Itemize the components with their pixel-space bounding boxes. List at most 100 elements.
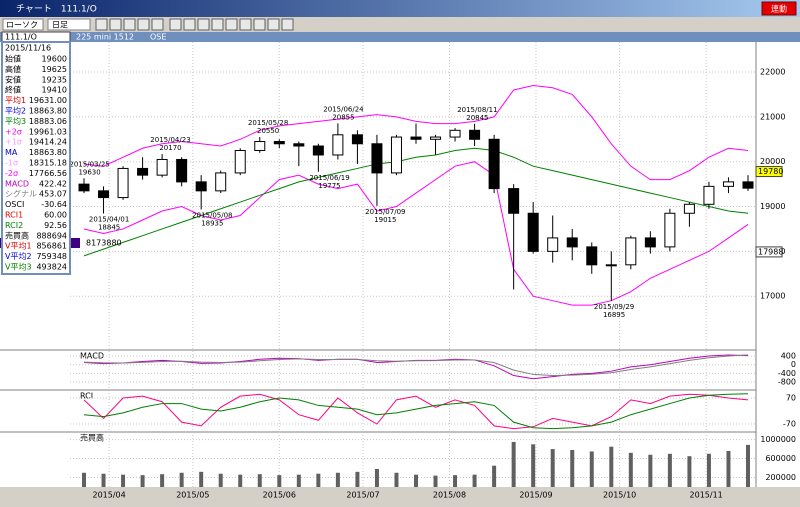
volume-bar	[726, 450, 731, 487]
volume-bar	[101, 473, 106, 487]
info-value: 19961.03	[29, 127, 67, 136]
sync-label: 連動	[771, 4, 787, 14]
volume-bar	[589, 451, 594, 487]
candle-body	[644, 237, 656, 248]
volume-bar	[296, 474, 301, 487]
moving-average	[83, 147, 749, 257]
candle-body	[586, 246, 598, 266]
annotation-date: 2015/06/19	[309, 174, 349, 182]
annotation-date: 2015/05/28	[248, 119, 288, 127]
info-label: RCI1	[5, 211, 23, 220]
price-marker-box	[755, 246, 783, 258]
volume-bar	[453, 475, 458, 487]
candle-body	[469, 129, 481, 140]
x-tick-label: 2015/10	[603, 491, 636, 500]
volume-bar	[746, 444, 750, 487]
annotation-date: 2015/08/11	[457, 106, 497, 114]
y-tick-label: 19000	[760, 202, 785, 211]
annotation-date: 2015/09/29	[594, 303, 634, 311]
candle-body	[664, 212, 676, 248]
candle-body	[234, 149, 246, 174]
info-label: 終値	[5, 85, 21, 95]
volume-bar	[433, 475, 438, 487]
volume-bar	[199, 471, 204, 487]
volume-bar	[160, 474, 165, 487]
y-tick-label: 21000	[760, 112, 785, 121]
info-label: OSCI	[5, 200, 24, 209]
annotation-value: 18935	[201, 219, 223, 227]
x-tick-label: 2015/05	[176, 491, 209, 500]
volume-bar	[179, 472, 184, 487]
x-tick-label: 2015/08	[433, 491, 466, 500]
candle-body	[293, 143, 305, 147]
volume-bar	[140, 475, 145, 487]
panel-title: RCI	[80, 392, 93, 401]
info-value: 493824	[36, 263, 67, 272]
info-label: 平均3	[5, 116, 26, 126]
y-tick-label: 1000000	[760, 435, 796, 444]
info-value: 422.42	[39, 179, 67, 188]
info-value: 19414.24	[29, 138, 67, 147]
symbol-code: 111.1/O	[5, 33, 37, 42]
y-tick-label: 22000	[760, 68, 785, 77]
info-label: 高値	[5, 64, 21, 74]
volume-bar	[218, 473, 223, 487]
info-value: -30.64	[41, 200, 67, 209]
info-date: 2015/11/16	[5, 44, 51, 53]
x-tick-label: 2015/06	[263, 491, 296, 500]
volume-bar	[687, 456, 692, 487]
info-label: +2σ	[5, 127, 22, 136]
y-tick-label: 600000	[765, 454, 796, 463]
window-title: チャート 111.1/O	[16, 4, 97, 15]
sync-button[interactable]	[761, 1, 797, 16]
annotation-date: 2015/06/24	[323, 105, 364, 113]
candle-body	[410, 136, 422, 140]
candle-body	[332, 134, 344, 156]
volume-bar	[570, 450, 575, 487]
info-label: シグナル	[5, 189, 37, 199]
last-price: 19780	[758, 167, 783, 176]
chart-type-dropdown[interactable]	[2, 18, 44, 31]
volume-bar	[277, 475, 282, 487]
info-label: MA	[5, 148, 18, 157]
candle-body	[547, 237, 559, 252]
annotation-date: 2015/04/23	[150, 136, 190, 144]
info-value: 453.07	[39, 190, 67, 199]
candle-body	[312, 145, 324, 156]
candle-body	[351, 134, 363, 145]
info-value: 19625	[42, 65, 67, 74]
info-value: 92.56	[44, 221, 67, 230]
volume-bar	[472, 474, 477, 487]
candle-body	[273, 141, 285, 145]
symbol-name: 225 mini 1512	[76, 33, 134, 42]
info-value: 60.00	[44, 211, 67, 220]
candle-body	[137, 167, 149, 176]
y-tick-label: -70	[783, 420, 796, 429]
info-label: +1σ	[5, 138, 22, 147]
period-dropdown[interactable]	[47, 18, 91, 31]
info-label: V平均2	[5, 251, 32, 261]
period: 日足	[52, 21, 68, 30]
x-tick-label: 2015/04	[92, 491, 125, 500]
annotation-value: 19630	[78, 168, 100, 176]
x-tick-label: 2015/07	[346, 491, 379, 500]
annotation-date: 2015/03/25	[69, 160, 109, 168]
x-tick-label: 2015/09	[519, 491, 552, 500]
rci1-line	[83, 393, 749, 430]
y-tick-label: 17000	[760, 292, 785, 301]
toolbar-icons[interactable]	[95, 18, 294, 31]
info-value: 19600	[42, 55, 67, 64]
candle-body	[488, 138, 500, 190]
info-value: 18315.18	[29, 159, 67, 168]
info-label: V平均3	[5, 262, 32, 272]
x-axis-area	[0, 487, 800, 507]
info-label: 売買高	[5, 230, 29, 240]
candle-body	[527, 212, 539, 252]
info-label: 安値	[5, 74, 21, 84]
volume-bar	[414, 474, 418, 487]
annotation-value: 16895	[603, 311, 625, 319]
info-value: 18863.80	[29, 107, 67, 116]
candle-body	[390, 136, 402, 174]
